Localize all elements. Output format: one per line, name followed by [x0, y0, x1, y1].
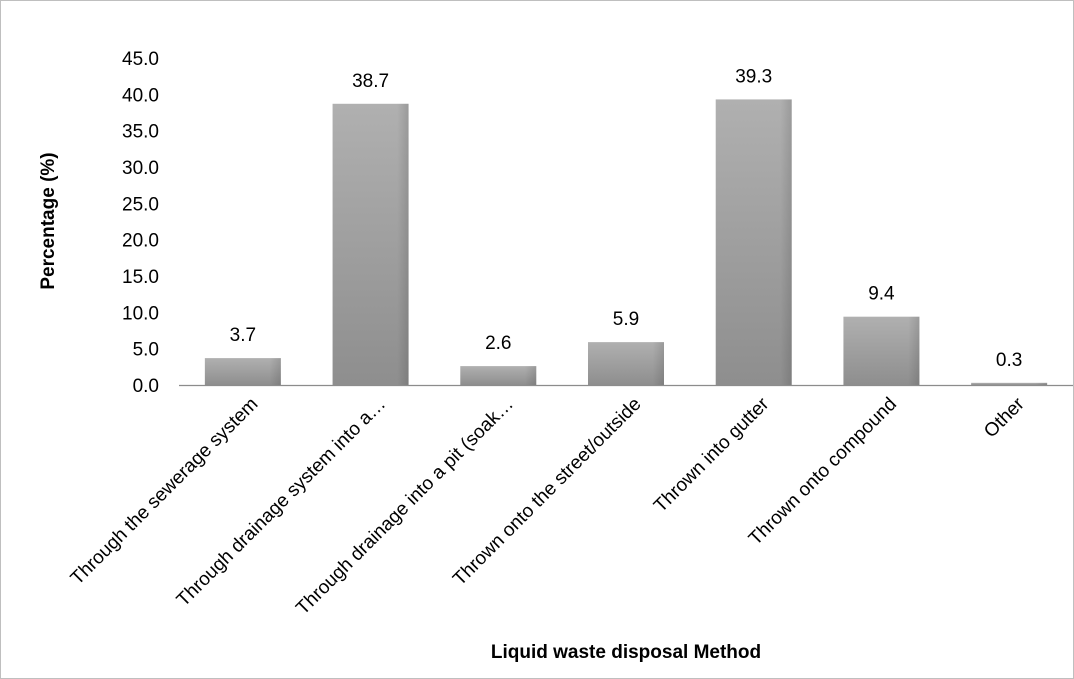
data-label: 3.7: [230, 325, 256, 346]
bar-shade: [843, 316, 920, 385]
y-tick-label: 30.0: [122, 158, 159, 179]
y-tick-label: 15.0: [122, 267, 159, 288]
bar-shade: [588, 342, 664, 385]
y-tick-label: 10.0: [122, 303, 159, 324]
y-axis-ticks: 0.0 5.0 10.0 15.0 20.0 25.0 30.0 35.0 40.0 45.0: [122, 49, 159, 397]
category-label: Thrown into gutter: [650, 393, 774, 517]
category-label: Other: [980, 393, 1029, 442]
y-tick-label: 40.0: [122, 85, 159, 106]
x-axis-title: Liquid waste disposal Method: [491, 642, 761, 663]
bar-shade: [971, 382, 1048, 385]
data-label: 5.9: [613, 309, 639, 330]
data-label: 9.4: [868, 284, 895, 305]
bars: [204, 99, 1048, 386]
bar-shade: [204, 358, 281, 385]
y-tick-label: 25.0: [122, 194, 159, 215]
y-tick-label: 45.0: [122, 49, 159, 70]
y-tick-label: 20.0: [122, 231, 159, 252]
data-label: 38.7: [352, 71, 389, 92]
category-label: Thrown onto compound: [745, 394, 901, 550]
y-axis-title: Percentage (%): [38, 152, 59, 289]
y-tick-label: 0.0: [133, 376, 159, 397]
bar-shade: [715, 99, 792, 386]
bar-shade: [460, 366, 537, 385]
bar-shade: [332, 103, 409, 385]
category-label: Through drainage system into a…: [173, 394, 390, 611]
category-label: Through drainage into a pit (soak…: [292, 394, 517, 619]
data-label: 2.6: [485, 333, 511, 354]
data-label: 0.3: [996, 350, 1022, 371]
y-tick-label: 5.0: [133, 340, 159, 361]
y-tick-label: 35.0: [122, 122, 159, 143]
data-labels: 3.7 38.7 2.6 5.9 39.3 9.4 0.3: [230, 66, 1023, 370]
data-label: 39.3: [735, 66, 772, 87]
